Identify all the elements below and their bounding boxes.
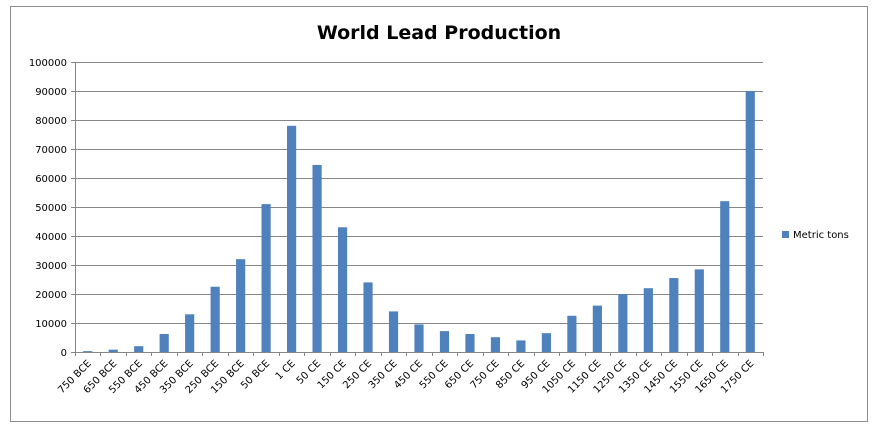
- bar: [134, 346, 144, 352]
- bar: [720, 201, 730, 352]
- bar: [388, 311, 399, 352]
- x-tick-label: 50 BCE: [239, 358, 272, 391]
- y-tick-label: 20000: [35, 290, 67, 301]
- bar: [287, 125, 297, 352]
- bar: [592, 305, 602, 352]
- y-tick-label: 80000: [35, 116, 67, 127]
- y-tick-label: 10000: [35, 319, 67, 330]
- bar: [465, 334, 475, 352]
- bar: [694, 269, 704, 352]
- chart-svg: World Lead Production 0 10000 20000 30000 40…: [29, 22, 849, 396]
- y-axis-ticks: 0 10000 20000 30000 40000 50000 60000 70000 8000…: [29, 58, 75, 359]
- y-tick-label: 70000: [35, 145, 67, 156]
- bar: [210, 286, 220, 352]
- bar: [159, 334, 169, 352]
- bar: [490, 337, 501, 352]
- chart-title: World Lead Production: [317, 22, 561, 44]
- bar: [337, 227, 348, 352]
- legend-label: Metric tons: [793, 230, 849, 241]
- y-tick-label: 50000: [35, 203, 67, 214]
- bar: [669, 278, 679, 352]
- bar: [745, 91, 755, 352]
- chart-area: World Lead Production 0 10000 20000 30000 40…: [10, 6, 868, 422]
- bar: [567, 315, 577, 352]
- bar: [236, 259, 246, 352]
- legend: Metric tons: [782, 230, 849, 241]
- y-tick-label: 100000: [29, 58, 67, 69]
- y-tick-label: 0: [61, 348, 67, 359]
- y-tick-label: 30000: [35, 261, 67, 272]
- y-tick-label: 90000: [35, 87, 67, 98]
- bar-series: [83, 91, 755, 352]
- gridlines: [75, 62, 763, 324]
- bar: [618, 294, 628, 352]
- bar: [363, 282, 373, 352]
- bar: [439, 331, 450, 352]
- axes: [75, 62, 763, 353]
- bar: [108, 349, 118, 352]
- y-tick-label: 40000: [35, 232, 67, 243]
- y-tick-label: 60000: [35, 174, 67, 185]
- bar: [83, 351, 93, 352]
- bar: [516, 340, 526, 352]
- bar: [414, 324, 424, 352]
- legend-swatch: [782, 231, 789, 238]
- bar: [261, 204, 271, 352]
- bar: [312, 164, 322, 352]
- bar: [643, 288, 653, 352]
- bar: [541, 333, 551, 352]
- bar: [185, 314, 195, 352]
